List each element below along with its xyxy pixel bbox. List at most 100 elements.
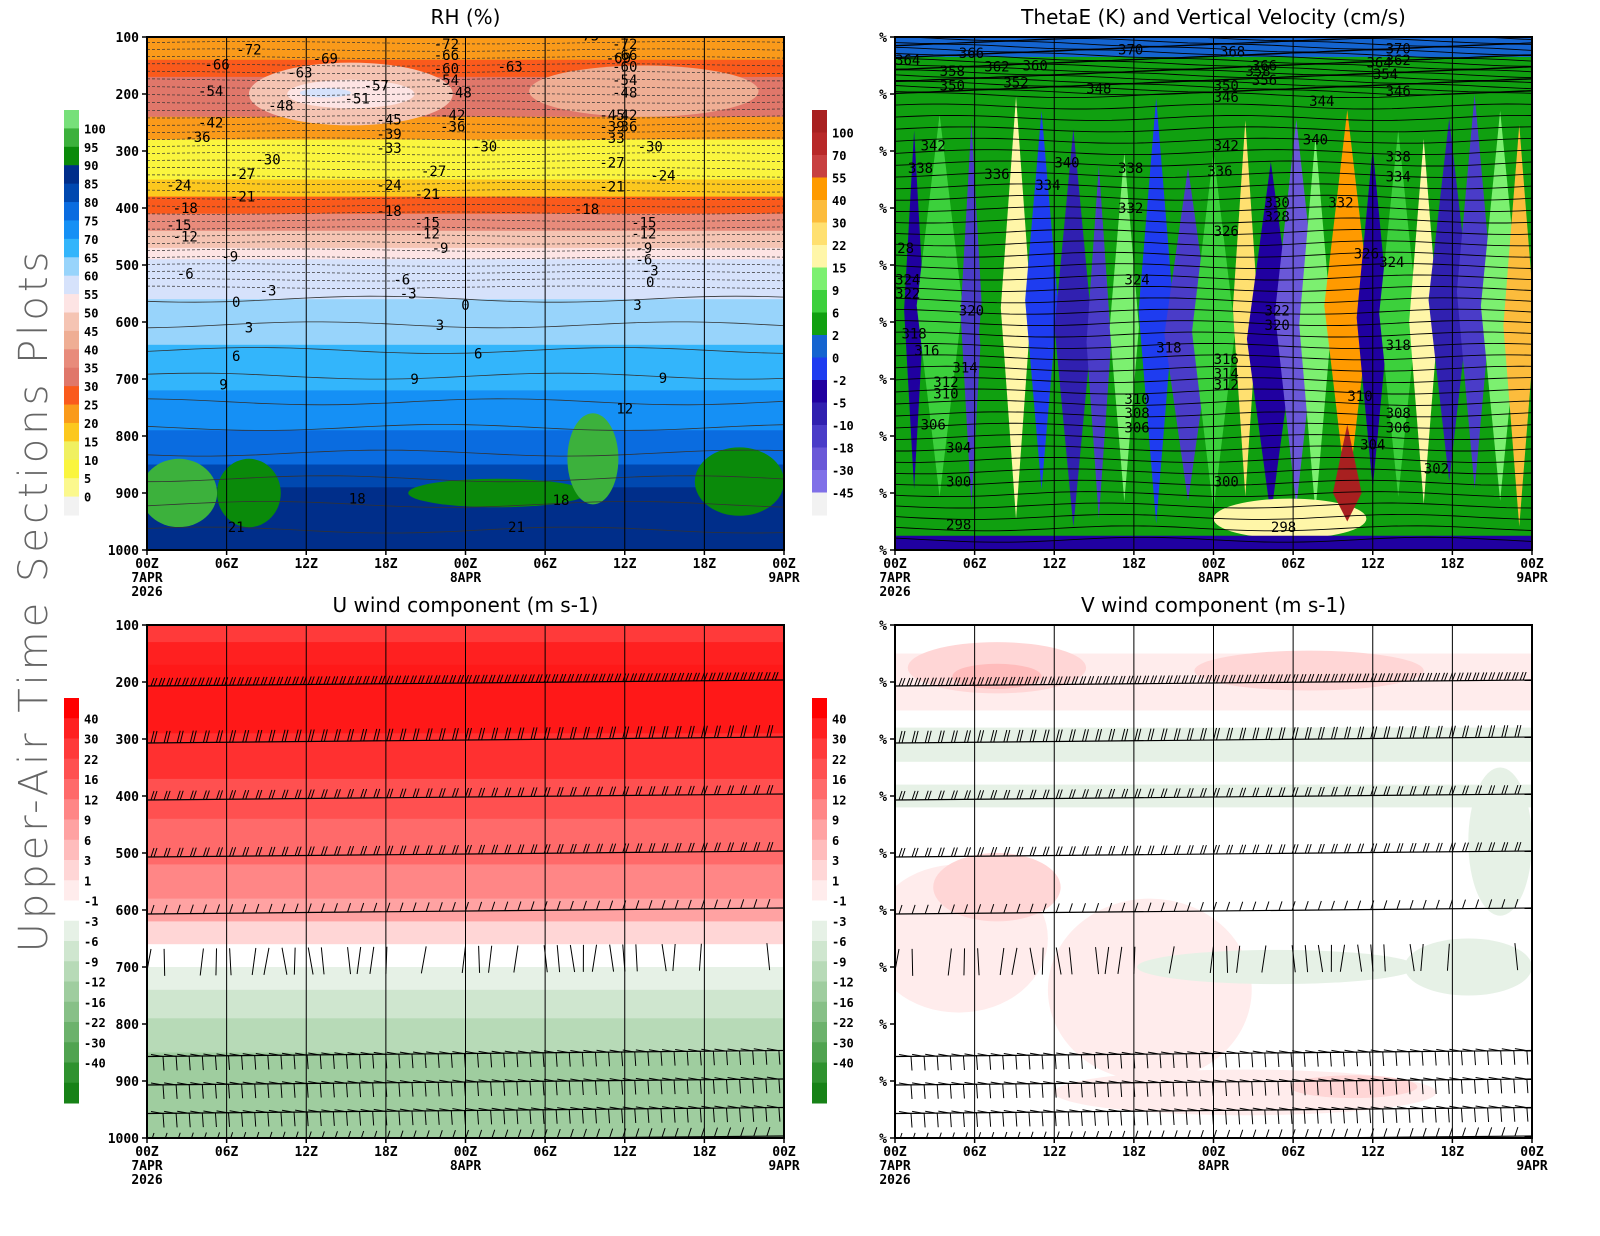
colorbar-swatch: [64, 718, 79, 739]
contour-label: 18: [349, 492, 366, 508]
wind-barb: [1239, 727, 1247, 740]
y-tick-label: 500: [116, 847, 140, 862]
contour-label: 326: [1354, 247, 1379, 263]
wind-barb: [596, 1049, 611, 1067]
contour-label: 306: [921, 418, 946, 434]
wind-barb: [426, 1051, 440, 1068]
colorbar-swatch: [812, 1042, 827, 1063]
wind-barb: [1239, 1079, 1254, 1096]
wind-barb: [1095, 729, 1103, 742]
contour-dashed: [147, 115, 784, 119]
wind-barb: [478, 901, 483, 912]
wind-barb: [1446, 943, 1450, 971]
wind-barb: [425, 788, 433, 798]
wind-barb: [1186, 845, 1194, 855]
contour-label: -21: [230, 190, 255, 206]
colorbar-swatch: [812, 492, 827, 516]
wind-barb: [1357, 726, 1365, 739]
wind-barb: [360, 1052, 375, 1069]
wind-barb: [977, 790, 985, 800]
contour-label: 334: [1035, 178, 1060, 194]
y-tick-label: 1000: [108, 1132, 139, 1147]
colorbar-label: 75: [84, 214, 98, 228]
wind-barb: [517, 787, 525, 797]
wind-barb: [1121, 728, 1129, 741]
y-tick-label: 300: [116, 145, 140, 160]
colorbar-swatch: [64, 459, 79, 479]
wind-barb: [1318, 1050, 1332, 1067]
wind-barb: [753, 725, 761, 738]
wind-barb: [244, 676, 252, 686]
colorbar-label: -12: [84, 976, 106, 990]
wind-barb: [334, 1080, 348, 1098]
contour-label: 320: [1265, 318, 1290, 334]
wind-barb: [766, 1076, 781, 1094]
x-tick-label: 18Z: [693, 557, 717, 572]
wind-barb: [1095, 947, 1100, 975]
colorbar-swatch: [64, 1062, 79, 1084]
wind-barb: [964, 1081, 979, 1099]
wind-barb: [937, 677, 945, 686]
colorbar-label: -5: [832, 397, 846, 411]
colorbar-swatch: [64, 146, 79, 166]
wind-barb: [354, 675, 362, 685]
wind-barb: [321, 1109, 335, 1126]
wind-barb: [1024, 676, 1032, 685]
contour-dashed: [147, 241, 784, 245]
wind-barb: [399, 1130, 404, 1138]
wind-barb: [197, 677, 205, 686]
wind-barb: [1448, 785, 1456, 795]
contour-label: -39: [599, 119, 624, 135]
colorbar-swatch: [812, 357, 827, 381]
wind-barb: [1475, 1127, 1480, 1137]
wind-barb: [1174, 1079, 1188, 1097]
wind-barb: [557, 1078, 571, 1096]
wind-barb: [766, 943, 771, 971]
contour-dashed: [147, 159, 784, 163]
wind-barb: [559, 673, 567, 683]
wind-barb: [1200, 1079, 1214, 1097]
x-date-label: 8APR: [1198, 571, 1229, 586]
wind-barb: [925, 1082, 939, 1099]
wind-barb: [1209, 945, 1214, 974]
wind-barb: [399, 788, 407, 798]
barb-row: [895, 898, 1532, 915]
x-date-label: 2026: [131, 585, 162, 600]
y-tick-label: %: [879, 733, 887, 748]
wind-barb: [1383, 1077, 1398, 1095]
wind-barb: [1199, 901, 1204, 912]
contour-label: -66: [204, 57, 229, 73]
wind-barb: [714, 1105, 728, 1123]
wind-barb: [237, 676, 244, 686]
wind-barb: [1475, 1077, 1490, 1094]
contour-label: -30: [255, 153, 280, 169]
contour-dashed: [147, 70, 784, 74]
colorbar-swatch: [812, 1062, 827, 1084]
wind-barb: [1422, 725, 1430, 739]
barb-row: [147, 1076, 784, 1100]
x-tick-label: 18Z: [693, 1145, 717, 1160]
x-tick-label: 18Z: [1122, 1145, 1146, 1160]
wind-barb: [1383, 1128, 1388, 1138]
wind-barb: [1055, 729, 1063, 742]
wind-barb: [1370, 1078, 1385, 1095]
wind-barb: [990, 1053, 1005, 1070]
wind-barb: [1357, 900, 1362, 910]
colorbar-swatch: [812, 132, 827, 156]
colorbar-label: 70: [84, 233, 98, 247]
wind-barb: [583, 1049, 597, 1067]
wind-barb: [1003, 1081, 1018, 1099]
wind-barb: [727, 725, 735, 738]
x-tick-label: 06Z: [1281, 557, 1305, 572]
wind-barb: [373, 1130, 378, 1138]
wind-barb: [596, 1128, 601, 1138]
colorbar-swatch: [812, 402, 827, 426]
shade-plume: [1054, 128, 1093, 527]
wind-barb: [295, 1052, 309, 1070]
y-tick-label: 800: [116, 430, 140, 445]
wind-barb: [1199, 787, 1207, 798]
shade-plume: [1138, 97, 1174, 524]
wind-barb: [281, 729, 289, 742]
contour-label: 306: [1386, 420, 1411, 436]
contour-label: -45: [376, 113, 401, 129]
